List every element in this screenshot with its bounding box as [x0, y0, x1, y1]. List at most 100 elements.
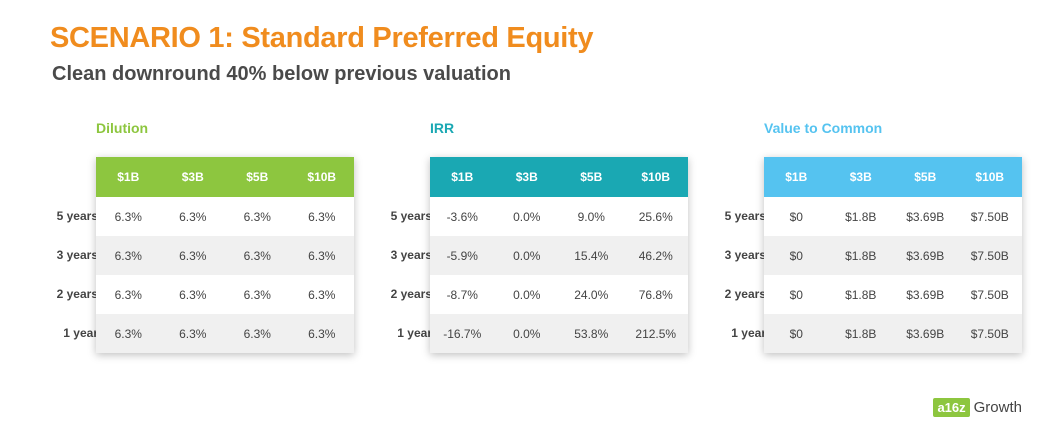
table-cell: 6.3% [308, 287, 336, 302]
table-row: 6.3% 6.3% 6.3% 6.3% [96, 314, 354, 353]
dilution-table: $1B $3B $5B $10B 6.3% 6.3% 6.3% 6.3% 6.3… [96, 157, 354, 353]
value-to-common-title: Value to Common [764, 120, 883, 136]
table-cell: 0.0% [513, 326, 541, 341]
table-cell: 76.8% [638, 287, 673, 302]
column-header: $3B [849, 170, 872, 184]
a16z-growth-logo: a16z Growth [933, 398, 1022, 417]
table-cell: 6.3% [308, 326, 336, 341]
table-row: 6.3% 6.3% 6.3% 6.3% [96, 275, 354, 314]
table-cell: -8.7% [446, 287, 478, 302]
table-cell: $3.69B [906, 248, 945, 263]
table-cell: 6.3% [179, 248, 207, 263]
table-cell: $1.8B [845, 326, 877, 341]
table-row: $0 $1.8B $3.69B $7.50B [764, 197, 1022, 236]
irr-title: IRR [430, 120, 455, 136]
table-cell: $3.69B [906, 287, 945, 302]
page-subtitle: Clean downround 40% below previous valua… [52, 63, 511, 85]
table-row: -3.6% 0.0% 9.0% 25.6% [430, 197, 688, 236]
column-header: $1B [117, 170, 140, 184]
table-row: $0 $1.8B $3.69B $7.50B [764, 275, 1022, 314]
row-label: 1 year [63, 326, 98, 340]
table-row: 6.3% 6.3% 6.3% 6.3% [96, 236, 354, 275]
table-cell: 15.4% [574, 248, 609, 263]
table-row: -5.9% 0.0% 15.4% 46.2% [430, 236, 688, 275]
table-row: $0 $1.8B $3.69B $7.50B [764, 314, 1022, 353]
column-header: $1B [785, 170, 808, 184]
table-cell: $1.8B [845, 209, 877, 224]
value-to-common-table: $1B $3B $5B $10B $0 $1.8B $3.69B $7.50B … [764, 157, 1022, 353]
table-cell: 0.0% [513, 287, 541, 302]
column-header: $10B [307, 170, 337, 184]
table-cell: 6.3% [114, 326, 142, 341]
table-cell: 6.3% [243, 326, 271, 341]
table-cell: -16.7% [443, 326, 482, 341]
table-row: -8.7% 0.0% 24.0% 76.8% [430, 275, 688, 314]
table-cell: 6.3% [114, 287, 142, 302]
table-cell: 46.2% [638, 248, 673, 263]
dilution-section: Dilution 5 years 3 years 2 years 1 year … [20, 120, 360, 360]
row-label: 5 years [390, 209, 432, 223]
table-row: 6.3% 6.3% 6.3% 6.3% [96, 197, 354, 236]
table-cell: $7.50B [970, 287, 1009, 302]
row-label: 2 years [56, 287, 98, 301]
column-header: $3B [181, 170, 204, 184]
table-cell: -5.9% [446, 248, 478, 263]
column-header: $1B [451, 170, 474, 184]
table-cell: 6.3% [243, 209, 271, 224]
table-cell: $0 [789, 287, 803, 302]
table-cell: $1.8B [845, 248, 877, 263]
table-cell: 0.0% [513, 209, 541, 224]
column-header: $5B [580, 170, 603, 184]
table-header: $1B $3B $5B $10B [430, 157, 688, 197]
irr-row-labels: 5 years 3 years 2 years 1 year [354, 197, 432, 353]
table-cell: 6.3% [308, 209, 336, 224]
column-header: $5B [914, 170, 937, 184]
table-cell: 24.0% [574, 287, 609, 302]
table-cell: -3.6% [446, 209, 478, 224]
row-label: 3 years [56, 248, 98, 262]
column-header: $3B [515, 170, 538, 184]
table-cell: 25.6% [638, 209, 673, 224]
irr-section: IRR 5 years 3 years 2 years 1 year $1B $… [354, 120, 694, 360]
table-cell: 6.3% [243, 287, 271, 302]
column-header: $5B [246, 170, 269, 184]
table-cell: 53.8% [574, 326, 609, 341]
table-cell: 6.3% [179, 287, 207, 302]
table-cell: $7.50B [970, 209, 1009, 224]
row-label: 3 years [724, 248, 766, 262]
page-title: SCENARIO 1: Standard Preferred Equity [50, 22, 594, 54]
value-to-common-section: Value to Common 5 years 3 years 2 years … [688, 120, 1028, 360]
dilution-row-labels: 5 years 3 years 2 years 1 year [20, 197, 98, 353]
table-cell: 6.3% [243, 248, 271, 263]
table-cell: $7.50B [970, 248, 1009, 263]
row-label: 5 years [724, 209, 766, 223]
row-label: 3 years [390, 248, 432, 262]
row-label: 2 years [724, 287, 766, 301]
irr-table: $1B $3B $5B $10B -3.6% 0.0% 9.0% 25.6% -… [430, 157, 688, 353]
row-label: 1 year [731, 326, 766, 340]
table-cell: $3.69B [906, 209, 945, 224]
row-label: 5 years [56, 209, 98, 223]
table-cell: 6.3% [179, 209, 207, 224]
table-cell: 6.3% [114, 209, 142, 224]
table-cell: 9.0% [577, 209, 605, 224]
table-cell: 6.3% [114, 248, 142, 263]
value-row-labels: 5 years 3 years 2 years 1 year [688, 197, 766, 353]
table-cell: 212.5% [635, 326, 677, 341]
logo-text: Growth [973, 399, 1022, 416]
table-cell: $1.8B [845, 287, 877, 302]
table-cell: $0 [789, 248, 803, 263]
table-cell: 6.3% [179, 326, 207, 341]
table-cell: $7.50B [970, 326, 1009, 341]
column-header: $10B [641, 170, 671, 184]
table-row: -16.7% 0.0% 53.8% 212.5% [430, 314, 688, 353]
row-label: 1 year [397, 326, 432, 340]
a16z-logo-mark: a16z [933, 398, 970, 417]
dilution-title: Dilution [96, 120, 149, 136]
table-header: $1B $3B $5B $10B [764, 157, 1022, 197]
table-cell: 0.0% [513, 248, 541, 263]
row-label: 2 years [390, 287, 432, 301]
table-cell: $3.69B [906, 326, 945, 341]
table-cell: $0 [789, 209, 803, 224]
column-header: $10B [975, 170, 1005, 184]
